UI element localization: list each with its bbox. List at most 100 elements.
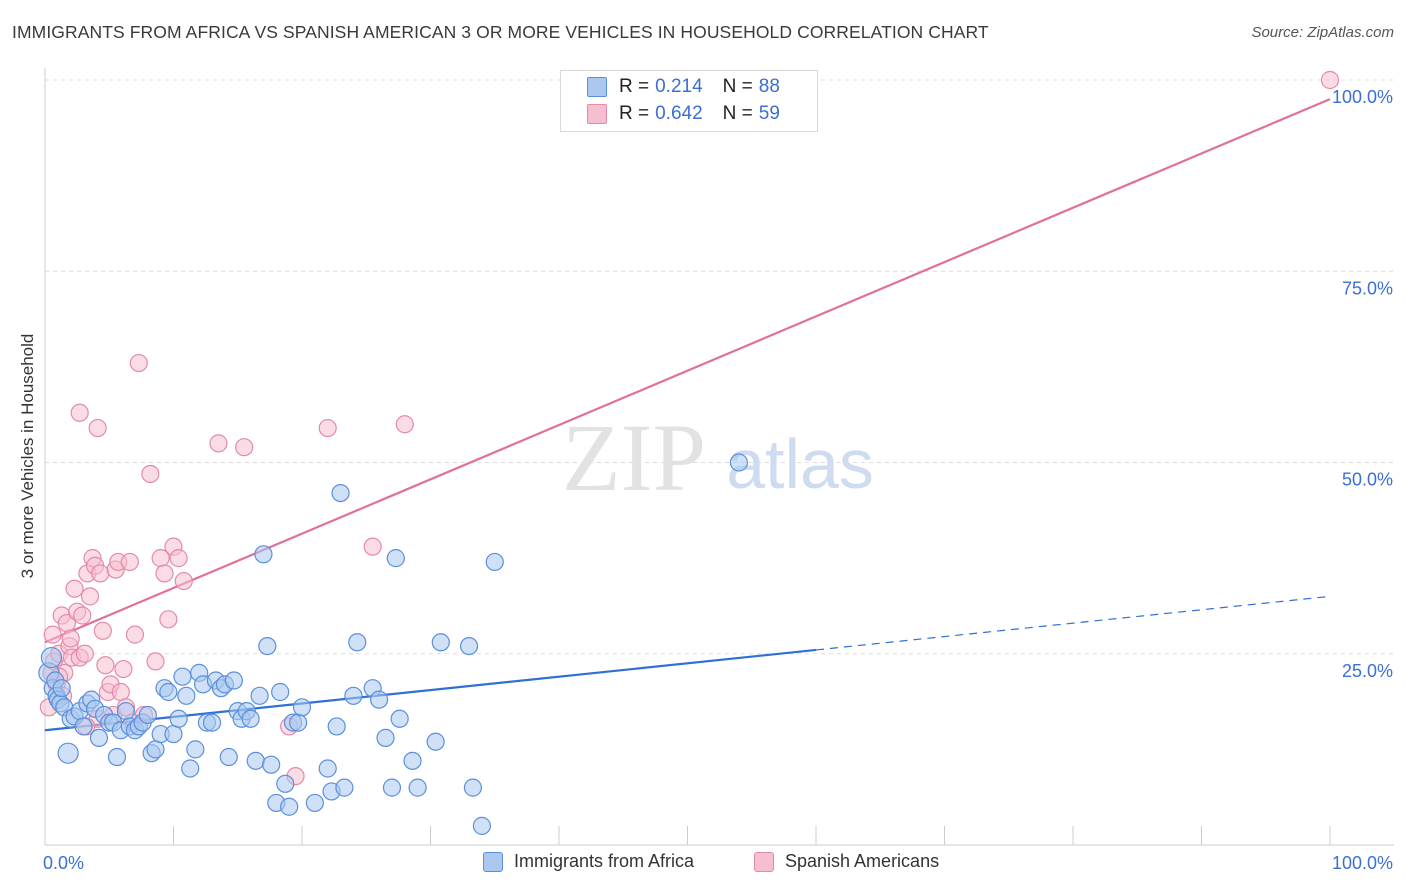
- point-spanish: [70, 403, 89, 422]
- point-africa: [331, 484, 350, 503]
- point-spanish: [129, 353, 148, 373]
- point-africa: [241, 709, 260, 728]
- point-africa: [74, 717, 93, 736]
- point-africa: [271, 682, 290, 702]
- point-africa: [52, 679, 71, 698]
- trend-line-africa-extension: [815, 595, 1331, 651]
- point-spanish: [209, 434, 228, 453]
- point-africa: [280, 797, 299, 816]
- point-spanish: [114, 659, 133, 679]
- point-africa: [485, 552, 504, 572]
- series-legend-spanish: Spanish Americans: [754, 851, 939, 872]
- series-swatch-pink: [754, 851, 774, 872]
- point-africa: [276, 774, 295, 793]
- series-legend: Immigrants from Africa Spanish Americans: [0, 851, 1406, 879]
- legend-n-value: 88: [758, 76, 780, 97]
- point-africa: [327, 717, 346, 736]
- point-africa: [472, 816, 491, 835]
- x-tick-label: 100.0%: [1332, 853, 1393, 873]
- point-spanish: [120, 552, 139, 572]
- point-spanish: [96, 656, 115, 675]
- legend-n-label: N =: [722, 76, 753, 97]
- point-spanish: [1320, 70, 1340, 90]
- point-africa: [344, 686, 363, 705]
- watermark-atlas: atlas: [726, 425, 874, 503]
- point-spanish: [318, 418, 337, 438]
- grid-lines: [45, 79, 1394, 655]
- point-africa: [431, 633, 450, 652]
- point-africa: [729, 453, 749, 472]
- point-africa: [250, 686, 269, 705]
- point-spanish: [65, 579, 84, 598]
- y-tick-label: 25.0%: [1342, 661, 1393, 681]
- point-africa: [89, 728, 109, 748]
- point-africa: [138, 705, 157, 725]
- source-credit: Source: ZipAtlas.com: [1251, 24, 1394, 41]
- point-spanish: [93, 621, 112, 640]
- point-africa: [224, 671, 243, 690]
- point-africa: [173, 667, 192, 686]
- y-tick-label: 50.0%: [1342, 470, 1393, 490]
- point-spanish: [169, 549, 188, 568]
- point-africa: [386, 549, 405, 568]
- point-spanish: [88, 418, 107, 438]
- point-africa: [202, 713, 222, 732]
- axes: [44, 68, 1394, 846]
- point-africa: [186, 740, 205, 759]
- point-africa: [390, 709, 409, 728]
- legend-row-spanish: R = 0.642 N = 59: [587, 102, 780, 126]
- tick-labels: 25.0% 50.0% 75.0% 100.0% 0.0% 100.0%: [43, 87, 1393, 873]
- legend-r-value: 0.214: [655, 76, 703, 97]
- legend-r-label: R =: [619, 103, 650, 124]
- point-africa: [246, 751, 265, 770]
- point-africa: [146, 740, 165, 759]
- legend-row-africa: R = 0.214 N = 88: [587, 75, 780, 99]
- point-africa: [463, 778, 483, 797]
- legend-n-label: N =: [722, 103, 753, 124]
- legend-swatch-blue: [587, 77, 607, 97]
- data-points: [38, 70, 1340, 835]
- point-spanish: [111, 682, 130, 702]
- point-spanish: [73, 606, 92, 625]
- watermark: ZIP atlas: [562, 404, 874, 511]
- legend-n-value: 59: [758, 103, 780, 124]
- point-africa: [116, 702, 136, 721]
- series-legend-africa: Immigrants from Africa: [483, 851, 694, 872]
- point-africa: [177, 686, 196, 705]
- legend-r-value: 0.642: [655, 103, 703, 124]
- point-spanish: [80, 587, 100, 606]
- point-spanish: [174, 571, 193, 591]
- point-africa: [370, 690, 389, 709]
- legend-r-label: R =: [619, 76, 650, 97]
- point-spanish: [395, 415, 414, 434]
- correlation-legend: R = 0.214 N = 88 R = 0.642 N = 59: [560, 70, 818, 132]
- point-spanish: [159, 610, 178, 629]
- y-tick-label: 100.0%: [1332, 87, 1393, 107]
- point-africa: [408, 778, 427, 797]
- series-label-spanish: Spanish Americans: [785, 851, 940, 871]
- point-africa: [181, 759, 200, 778]
- point-africa: [258, 636, 277, 656]
- point-africa: [305, 793, 324, 813]
- trend-line-spanish: [44, 98, 1331, 644]
- point-africa: [335, 778, 354, 797]
- point-spanish: [235, 438, 254, 457]
- point-spanish: [61, 629, 80, 648]
- point-spanish: [43, 625, 62, 644]
- point-africa: [159, 682, 178, 702]
- chart-title: IMMIGRANTS FROM AFRICA VS SPANISH AMERIC…: [12, 22, 989, 42]
- point-africa: [40, 646, 63, 669]
- point-spanish: [75, 644, 94, 663]
- point-africa: [107, 747, 127, 767]
- point-africa: [382, 778, 402, 797]
- point-africa: [292, 698, 312, 717]
- point-spanish: [155, 564, 174, 583]
- point-africa: [376, 728, 395, 748]
- series-swatch-blue: [483, 851, 503, 872]
- point-africa: [426, 732, 445, 751]
- x-tick-label: 0.0%: [43, 853, 84, 873]
- point-africa: [403, 751, 422, 770]
- point-africa: [57, 742, 79, 764]
- point-spanish: [91, 564, 110, 583]
